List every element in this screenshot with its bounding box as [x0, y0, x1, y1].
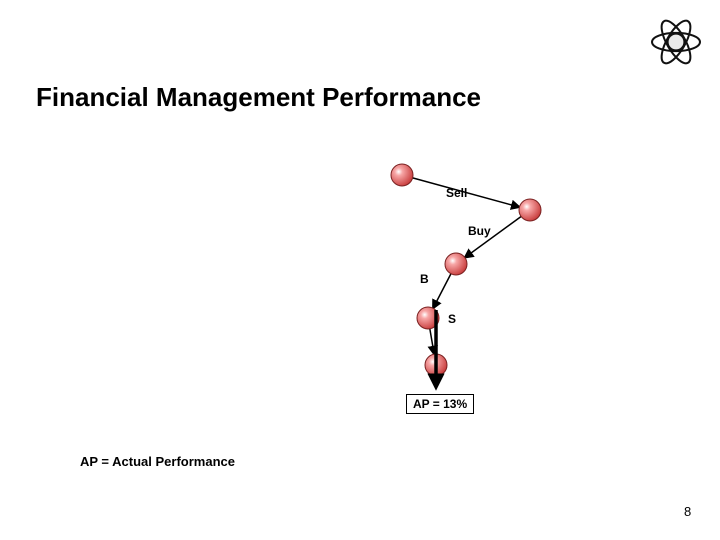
ap-result-box: AP = 13% [406, 394, 474, 414]
diagram-label: S [448, 312, 456, 326]
diagram-label: Buy [468, 224, 491, 238]
diagram-label: B [420, 272, 429, 286]
performance-diagram [0, 0, 720, 540]
diagram-label: Sell [446, 186, 467, 200]
